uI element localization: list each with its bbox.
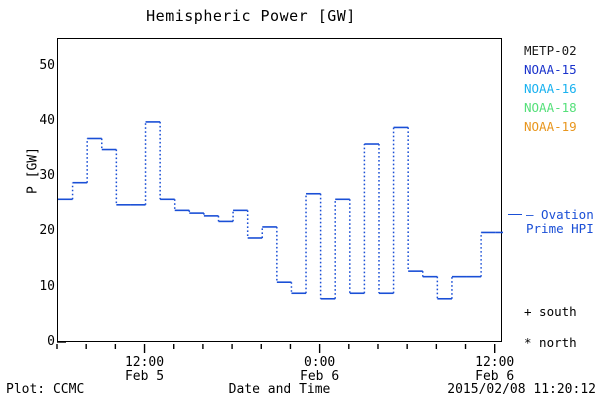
y-axis-ticks: 0 10 20 30 40 50 — [0, 0, 66, 400]
legend-item-noaa-19[interactable]: NOAA-19 — [524, 119, 577, 134]
ovation-legend-text: — Ovation Prime HPI — [526, 208, 594, 236]
hemispheric-power-plot — [58, 121, 503, 300]
hemisphere-key-north: * north — [524, 335, 577, 350]
y-tick-label: 50 — [39, 57, 55, 73]
data-series — [58, 121, 503, 300]
x-tick-date: Feb 5 — [124, 369, 165, 384]
ovation-legend-line1: — Ovation — [526, 207, 594, 222]
x-tick-label: 0:00 Feb 6 — [275, 356, 365, 384]
x-tick-label: 12:00 Feb 6 — [450, 356, 540, 384]
x-axis-label: Date and Time — [228, 382, 331, 397]
y-tick-label: 30 — [39, 168, 55, 184]
legend-item-metp-02[interactable]: METP-02 — [524, 43, 577, 58]
legend-item-noaa-15[interactable]: NOAA-15 — [524, 62, 577, 77]
ovation-legend-line2: Prime HPI — [526, 221, 594, 236]
x-tick-date: Feb 6 — [475, 369, 515, 384]
x-tick-time: 12:00 — [124, 355, 165, 370]
y-tick-label: 40 — [39, 112, 55, 128]
y-tick-label: 10 — [39, 278, 55, 294]
plot-area — [57, 38, 503, 342]
x-tick-label: 12:00 Feb 5 — [100, 356, 190, 384]
x-tick-time: 12:00 — [475, 355, 515, 370]
hemisphere-key-south: + south — [524, 304, 577, 319]
hemisphere-key: + south * north — [524, 296, 600, 358]
ovation-line-swatch — [508, 214, 522, 215]
x-tick-date: Feb 6 — [300, 369, 340, 384]
legend-item-noaa-16[interactable]: NOAA-16 — [524, 81, 577, 96]
page-title: Hemispheric Power [GW] — [146, 7, 356, 25]
legend-item-noaa-18[interactable]: NOAA-18 — [524, 100, 577, 115]
plot-credit: Plot: CCMC — [6, 382, 85, 397]
plot-timestamp: 2015/02/08 11:20:12 — [447, 382, 596, 397]
y-tick-label: 20 — [39, 223, 55, 239]
x-tick-time: 0:00 — [303, 355, 336, 370]
satellite-legend: METP-02 NOAA-15 NOAA-16 NOAA-18 NOAA-19 — [524, 41, 600, 136]
y-tick-label: 0 — [47, 334, 55, 349]
